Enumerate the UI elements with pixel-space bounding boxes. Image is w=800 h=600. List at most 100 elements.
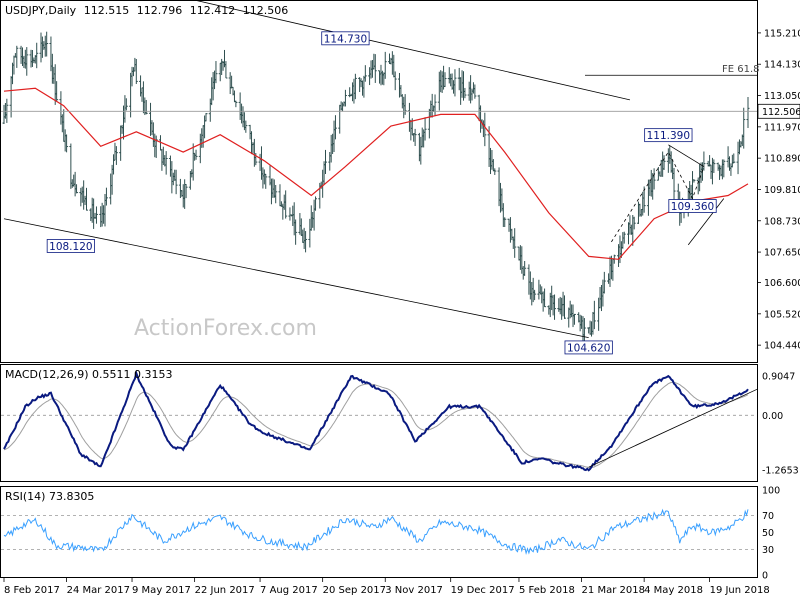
pivot-label: 109.360 bbox=[668, 199, 717, 213]
ohlc-bar bbox=[114, 146, 118, 165]
current-price-label: 112.506 bbox=[762, 107, 800, 118]
ohlc-close: 112.506 bbox=[243, 4, 289, 17]
ohlc-bar bbox=[274, 185, 278, 204]
ohlc-bar bbox=[104, 187, 108, 206]
ohlc-bar bbox=[662, 155, 666, 170]
ohlc-bar bbox=[433, 94, 437, 116]
ohlc-bar bbox=[214, 61, 218, 84]
x-tick-label: 4 May 2018 bbox=[644, 585, 703, 596]
macd-tick-label: 0.00 bbox=[762, 411, 783, 422]
ohlc-bar bbox=[124, 98, 128, 111]
price-tick-label: 106.600 bbox=[764, 278, 800, 289]
ohlc-bar bbox=[264, 173, 268, 189]
price-tick-label: 110.890 bbox=[764, 154, 800, 165]
ohlc-bar bbox=[672, 167, 676, 201]
ohlc-bar bbox=[562, 295, 566, 319]
ohlc-bar bbox=[692, 179, 696, 183]
ohlc-bar bbox=[413, 128, 417, 147]
price-title: USDJPY,Daily 112.515 112.796 112.412 112… bbox=[5, 4, 288, 17]
ohlc-bar bbox=[224, 61, 228, 79]
ohlc-bar bbox=[453, 69, 457, 97]
ohlc-bar bbox=[164, 151, 168, 175]
rsi-tick-label: 100 bbox=[762, 486, 780, 497]
triangle-upper-line bbox=[668, 144, 705, 167]
ohlc-bar bbox=[722, 159, 726, 178]
ohlc-bar bbox=[284, 190, 288, 219]
pivot-label: 104.620 bbox=[564, 340, 613, 354]
pivot-label-box bbox=[668, 199, 717, 213]
triangle-lower-line bbox=[687, 198, 725, 246]
ohlc-bar bbox=[632, 216, 636, 230]
current-price-badge bbox=[757, 103, 800, 119]
ohlc-bar bbox=[592, 300, 596, 330]
rsi-line bbox=[3, 508, 749, 555]
price-plot: FE 61.8 108.120 114.730 104.620 111.390 109.3… bbox=[1, 0, 760, 354]
ohlc-bar bbox=[45, 31, 49, 57]
ohlc-bar bbox=[533, 289, 537, 301]
x-tick-label: 7 Aug 2017 bbox=[260, 585, 318, 596]
price-tick-label: 104.440 bbox=[764, 341, 800, 352]
rsi-panel-frame bbox=[0, 486, 758, 578]
ohlc-high: 112.796 bbox=[137, 4, 183, 17]
fe-level-label: FE 61.8 bbox=[722, 64, 760, 75]
pivot-label-box bbox=[644, 128, 693, 143]
ohlc-bar bbox=[25, 47, 29, 76]
ohlc-bar bbox=[503, 217, 507, 228]
ohlc-bar bbox=[244, 120, 248, 133]
macd-tick-label: -1.2653 bbox=[762, 466, 799, 477]
pivot-label-box bbox=[321, 31, 370, 46]
pivot-label: 111.390 bbox=[644, 128, 693, 143]
ohlc-bar bbox=[204, 113, 208, 122]
ohlc-bar bbox=[144, 99, 148, 115]
x-tick-label: 20 Sep 2017 bbox=[323, 585, 386, 596]
ohlc-bar bbox=[423, 117, 427, 141]
rsi-title: RSI(14) 73.8305 bbox=[5, 490, 94, 503]
ohlc-bar bbox=[473, 84, 477, 99]
price-tick-label: 105.520 bbox=[764, 309, 800, 320]
pivot-label-text: 104.620 bbox=[567, 342, 610, 354]
price-tick-label: 108.730 bbox=[764, 216, 800, 227]
ohlc-bar bbox=[55, 81, 59, 102]
pivot-label-text: 109.360 bbox=[671, 201, 714, 213]
ohlc-bar bbox=[742, 107, 746, 149]
timeframe-label: Daily bbox=[48, 4, 76, 17]
svg-text:USDJPY,Daily 112.515: USDJPY,Daily 112.515 112.796 112.412 112… bbox=[5, 4, 288, 17]
x-tick-label: 5 Feb 2018 bbox=[519, 585, 575, 596]
macd-signal-line bbox=[3, 381, 749, 469]
macd-panel-frame bbox=[0, 364, 758, 482]
rsi-tick-label: 70 bbox=[762, 511, 774, 522]
macd-tick-label: 0.9047 bbox=[762, 372, 795, 383]
ohlc-bar bbox=[314, 196, 318, 211]
x-tick-label: 3 Nov 2017 bbox=[385, 585, 443, 596]
ohlc-bar bbox=[523, 260, 527, 276]
ohlc-bar bbox=[304, 231, 308, 253]
ohlc-bar bbox=[652, 168, 656, 190]
ohlc-bar bbox=[94, 206, 98, 224]
ohlc-bar bbox=[463, 87, 467, 99]
x-tick-label: 22 Jun 2017 bbox=[195, 585, 255, 596]
ohlc-bar bbox=[75, 184, 79, 194]
ohlc-open: 112.515 bbox=[84, 4, 130, 17]
ohlc-bar bbox=[443, 72, 447, 88]
x-tick-label: 24 Mar 2017 bbox=[67, 585, 130, 596]
ohlc-bar bbox=[373, 54, 377, 83]
ohlc-bar bbox=[323, 149, 327, 175]
x-tick-label: 19 Dec 2017 bbox=[451, 585, 515, 596]
ohlc-bar bbox=[174, 169, 178, 195]
instrument-label: USDJPY bbox=[5, 4, 45, 17]
pivot-label-text: 111.390 bbox=[647, 130, 690, 142]
watermark: ActionForex.com bbox=[134, 316, 317, 341]
price-tick-label: 114.130 bbox=[764, 60, 800, 71]
price-tick-label: 107.650 bbox=[764, 248, 800, 259]
price-panel-frame bbox=[0, 0, 758, 363]
ohlc-bar bbox=[15, 45, 19, 68]
ohlc-bar bbox=[234, 100, 238, 108]
pivot-label-text: 108.120 bbox=[49, 241, 92, 253]
ohlc-bar bbox=[493, 168, 497, 175]
pivot-label-box bbox=[46, 239, 95, 253]
ohlc-bar bbox=[65, 134, 69, 153]
ohlc-bar bbox=[333, 115, 337, 140]
ohlc-bar bbox=[712, 159, 716, 173]
ohlc-bar bbox=[513, 228, 517, 258]
moving-average-line bbox=[3, 87, 749, 260]
